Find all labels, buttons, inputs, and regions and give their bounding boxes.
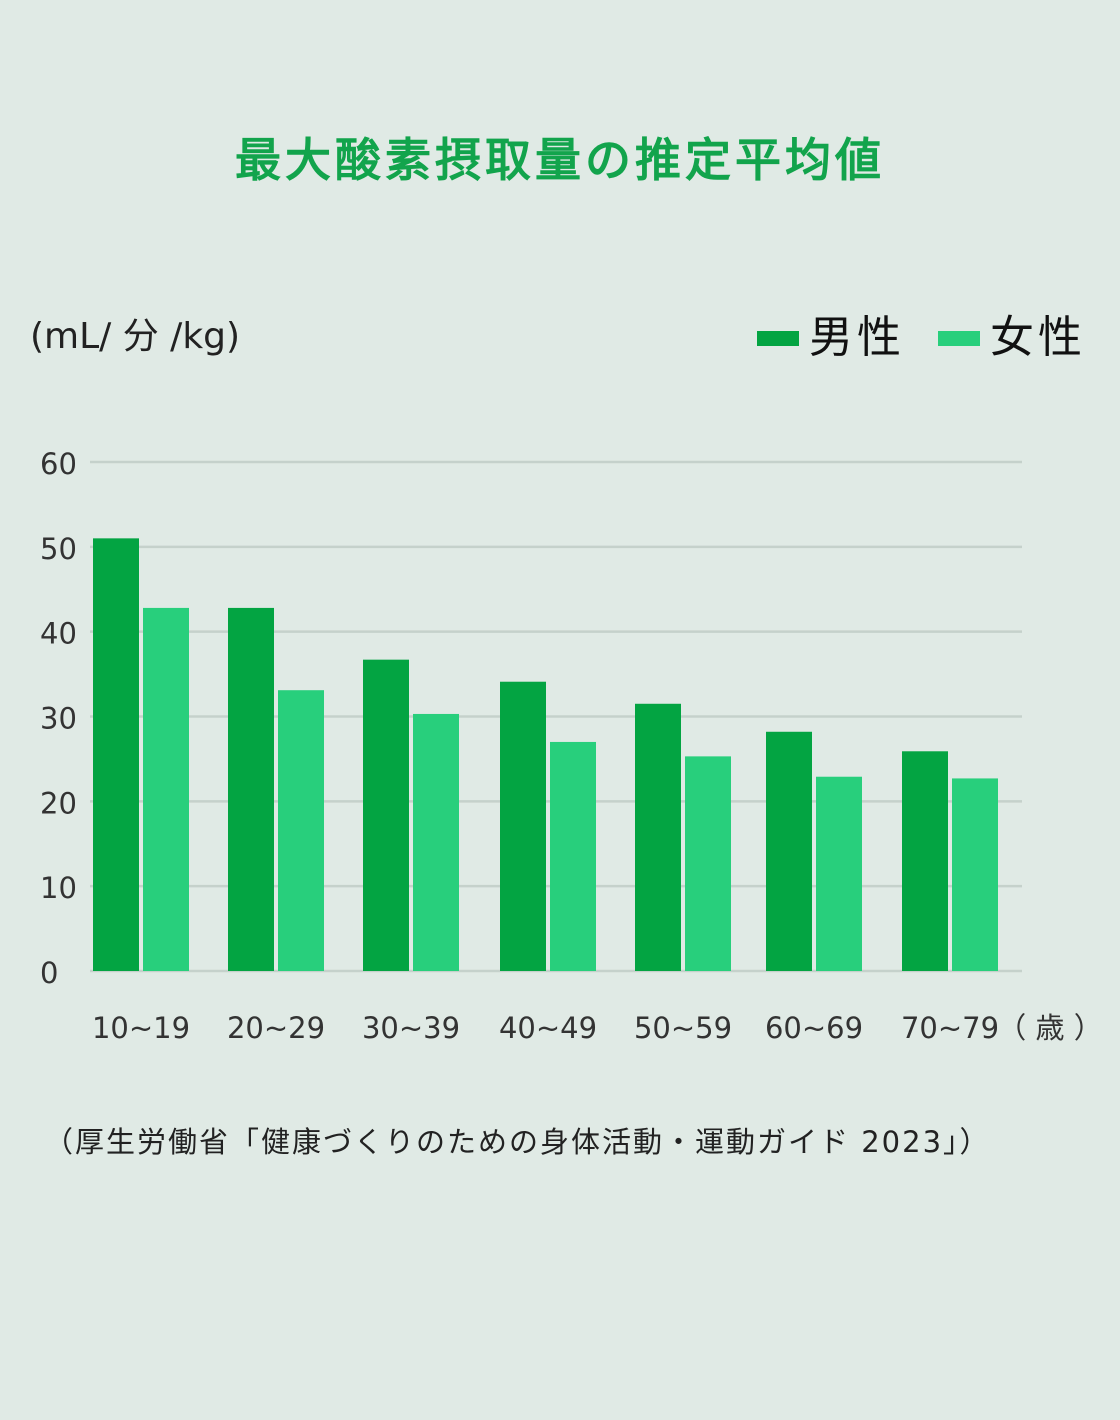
bar-female-40~49 bbox=[550, 741, 596, 971]
x-tick-label-70~79: 70~79 bbox=[901, 1011, 999, 1045]
bar-male-50~59 bbox=[635, 703, 681, 971]
bar-female-20~29 bbox=[278, 690, 324, 971]
y-axis-unit-label: (mL/ 分 /kg) bbox=[30, 316, 241, 357]
y-tick-label-0: 0 bbox=[40, 956, 58, 990]
legend-label-female: 女性 bbox=[990, 312, 1086, 363]
x-tick-label-10~19: 10~19 bbox=[92, 1011, 190, 1045]
bar-male-20~29 bbox=[228, 607, 274, 971]
bar-male-60~69 bbox=[766, 731, 812, 971]
x-tick-label-50~59: 50~59 bbox=[634, 1011, 732, 1045]
y-tick-label-60: 60 bbox=[40, 447, 77, 481]
bar-female-30~39 bbox=[413, 713, 459, 971]
legend-swatch-female bbox=[938, 330, 980, 346]
legend-swatch-male bbox=[757, 330, 799, 346]
bar-female-60~69 bbox=[816, 776, 862, 971]
x-tick-label-60~69: 60~69 bbox=[765, 1011, 863, 1045]
bar-female-70~79 bbox=[952, 778, 998, 971]
x-axis-unit-label: （ 歳 ） bbox=[997, 1011, 1102, 1045]
legend-item-male: 男性 bbox=[757, 312, 905, 364]
chart-title: 最大酸素摂取量の推定平均値 bbox=[235, 133, 885, 187]
legend-label-male: 男性 bbox=[809, 312, 905, 363]
x-tick-label-20~29: 20~29 bbox=[227, 1011, 325, 1045]
x-tick-label-30~39: 30~39 bbox=[362, 1011, 460, 1045]
bar-male-70~79 bbox=[902, 751, 948, 971]
y-tick-label-40: 40 bbox=[40, 617, 77, 651]
bar-chart: 0 10 20 30 40 50 60 10~19 20~29 30~39 40~49 50~59 60… bbox=[40, 447, 1103, 1045]
y-tick-label-10: 10 bbox=[40, 871, 77, 905]
source-note: （厚生労働省「健康づくりのための身体活動・運動ガイド 2023」） bbox=[44, 1125, 991, 1159]
bar-male-40~49 bbox=[500, 681, 546, 971]
bar-male-10~19 bbox=[93, 538, 139, 971]
bar-female-50~59 bbox=[685, 756, 731, 971]
x-tick-label-40~49: 40~49 bbox=[499, 1011, 597, 1045]
y-tick-label-30: 30 bbox=[40, 702, 77, 736]
bar-male-30~39 bbox=[363, 659, 409, 971]
legend-item-female: 女性 bbox=[938, 312, 1086, 364]
y-tick-label-50: 50 bbox=[40, 532, 77, 566]
bar-female-10~19 bbox=[143, 607, 189, 971]
y-tick-label-20: 20 bbox=[40, 786, 77, 820]
